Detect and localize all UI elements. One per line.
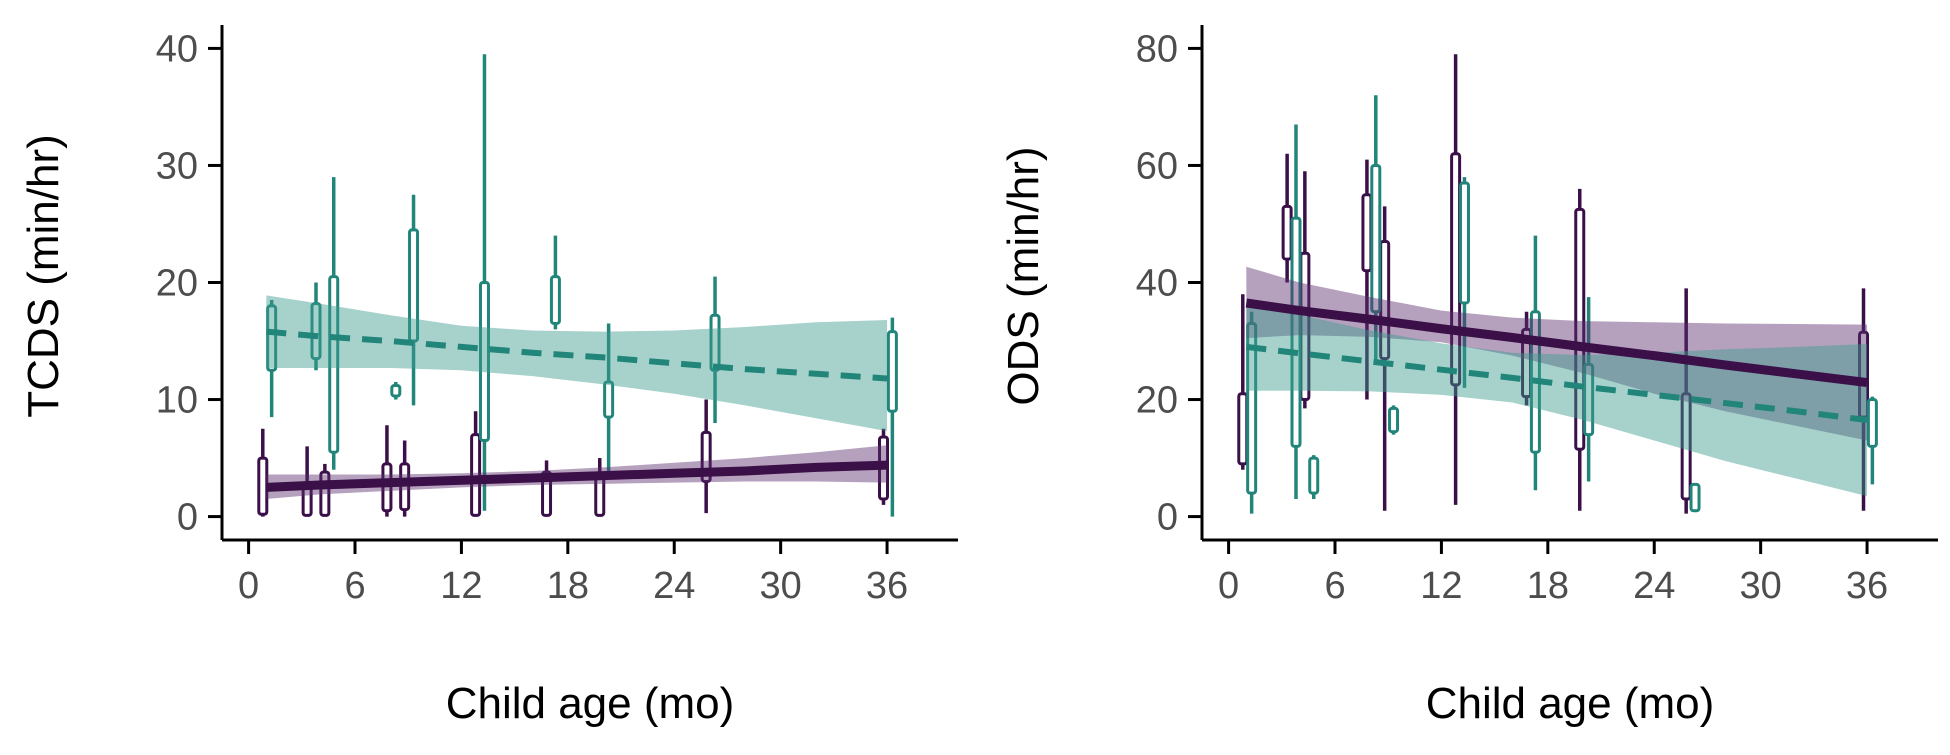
tcds-group_b-box-0 <box>266 300 278 418</box>
tcds-group_a-fit-line <box>266 460 888 492</box>
panel-tcds-plot-area <box>257 54 898 517</box>
ods-group_b-box-2 <box>1308 455 1320 500</box>
box-iqr <box>310 302 322 361</box>
panel-ods: 0 6 12 18 24 30 36 0 20 40 60 80 Child age (mo) ODS… <box>999 25 1938 728</box>
box-iqr <box>478 281 490 443</box>
ods-group_b-box-8 <box>1689 482 1701 513</box>
tcds-group_b-box-5 <box>478 54 490 511</box>
tcds-group_b-box-3 <box>390 381 402 400</box>
tcds-x-tick-label: 12 <box>440 565 482 607</box>
ods-group_b-box-7 <box>1583 297 1595 482</box>
box-iqr <box>257 456 269 516</box>
box-iqr <box>1458 181 1470 305</box>
box-iqr <box>328 275 340 454</box>
box-iqr <box>549 275 561 325</box>
ods-group_a-confidence-band <box>1246 266 1868 441</box>
tcds-group_b-box-2 <box>328 177 340 470</box>
box-iqr <box>1237 392 1249 466</box>
ods-group_b-box-5 <box>1458 177 1470 388</box>
tcds-group_b-fit-line <box>266 328 888 382</box>
ods-group_b-box-9 <box>1866 396 1878 485</box>
tcds-x-tick-label: 0 <box>238 565 259 607</box>
box-iqr <box>886 330 898 413</box>
ods-x-tick-label: 18 <box>1527 565 1569 607</box>
tcds-group_b-box-1 <box>310 282 322 371</box>
ods-group_a-box-1 <box>1281 153 1293 283</box>
tcds-x-tick-label: 30 <box>760 565 802 607</box>
ods-group_a-box-5 <box>1450 54 1462 505</box>
tcds-y-tick-label: 10 <box>156 380 198 422</box>
box-iqr <box>470 433 482 517</box>
tcds-x-tick-label: 18 <box>547 565 589 607</box>
tcds-group_a-box-3 <box>381 425 393 517</box>
ods-x-tick-label: 6 <box>1324 565 1345 607</box>
ods-y-tick-label: 20 <box>1136 380 1178 422</box>
tcds-y-tick-label: 20 <box>156 263 198 305</box>
ods-group_b-box-4 <box>1388 405 1400 435</box>
box-iqr <box>1583 362 1595 437</box>
tcds-group_b-box-4 <box>408 194 420 406</box>
box-iqr <box>709 313 721 372</box>
tcds-y-tick-label: 0 <box>177 497 198 539</box>
tcds-group_b-box-8 <box>709 276 721 423</box>
ods-y-tick-label: 40 <box>1136 263 1178 305</box>
ods-y-tick-label: 80 <box>1136 28 1178 70</box>
tcds-x-tick-label: 6 <box>344 565 365 607</box>
box-iqr <box>1308 456 1320 495</box>
box-iqr <box>1370 163 1382 314</box>
tcds-group_b-box-9 <box>886 317 898 517</box>
panel-tcds-x-axis-title: Child age (mo) <box>446 679 735 728</box>
tcds-y-tick-label: 40 <box>156 28 198 70</box>
panel-ods-x-axis-title: Child age (mo) <box>1426 679 1715 728</box>
tcds-group_a-box-6 <box>541 460 553 517</box>
ods-y-tick-label: 0 <box>1157 497 1178 539</box>
panel-ods-plot-area <box>1237 54 1878 514</box>
ods-group_b-confidence-band <box>1246 302 1868 497</box>
tcds-group_b-box-7 <box>603 323 615 476</box>
panel-tcds-y-axis-title: TCDS (min/hr) <box>19 134 68 418</box>
panel-ods-axes: 0 6 12 18 24 30 36 0 20 40 60 80 <box>1136 25 1938 607</box>
box-iqr <box>1290 216 1302 448</box>
panel-tcds: 0 6 12 18 24 30 36 0 10 20 30 40 Child age (mo) TCD… <box>19 25 958 728</box>
tcds-group_a-box-0 <box>257 428 269 517</box>
tcds-group_a-box-8 <box>700 399 712 514</box>
tcds-x-tick-label: 24 <box>653 565 695 607</box>
ods-group_a-box-0 <box>1237 294 1249 470</box>
ods-group_a-fit-line <box>1245 298 1868 388</box>
ods-x-tick-label: 36 <box>1846 565 1888 607</box>
tcds-x-tick-label: 36 <box>866 565 908 607</box>
box-iqr <box>541 470 553 517</box>
box-iqr <box>1246 321 1258 495</box>
tcds-group_a-box-7 <box>594 458 606 517</box>
ods-x-tick-label: 30 <box>1740 565 1782 607</box>
panel-ods-y-axis-title: ODS (min/hr) <box>999 146 1048 405</box>
ods-group_a-box-3 <box>1361 159 1373 400</box>
panel-tcds-axes: 0 6 12 18 24 30 36 0 10 20 30 40 <box>156 25 958 607</box>
box-iqr <box>390 384 402 398</box>
box-iqr <box>1361 193 1373 273</box>
ods-x-tick-label: 24 <box>1633 565 1675 607</box>
tcds-group_b-confidence-band <box>266 295 888 432</box>
box-iqr <box>603 380 615 419</box>
ods-group_a-box-8 <box>1680 288 1692 514</box>
ods-group_b-fit-line <box>1245 343 1868 424</box>
box-iqr <box>1680 392 1692 501</box>
ods-x-tick-label: 0 <box>1218 565 1239 607</box>
tcds-group_b-box-6 <box>549 235 561 330</box>
ods-x-tick-label: 12 <box>1420 565 1462 607</box>
tcds-y-tick-label: 30 <box>156 145 198 187</box>
tcds-group_a-box-5 <box>470 411 482 517</box>
ods-group_a-box-9 <box>1858 288 1870 511</box>
ods-y-tick-label: 60 <box>1136 145 1178 187</box>
box-iqr <box>1689 482 1701 513</box>
box-iqr <box>266 304 278 372</box>
box-iqr <box>1388 406 1400 434</box>
box-iqr <box>1866 398 1878 448</box>
box-iqr <box>1281 204 1293 261</box>
